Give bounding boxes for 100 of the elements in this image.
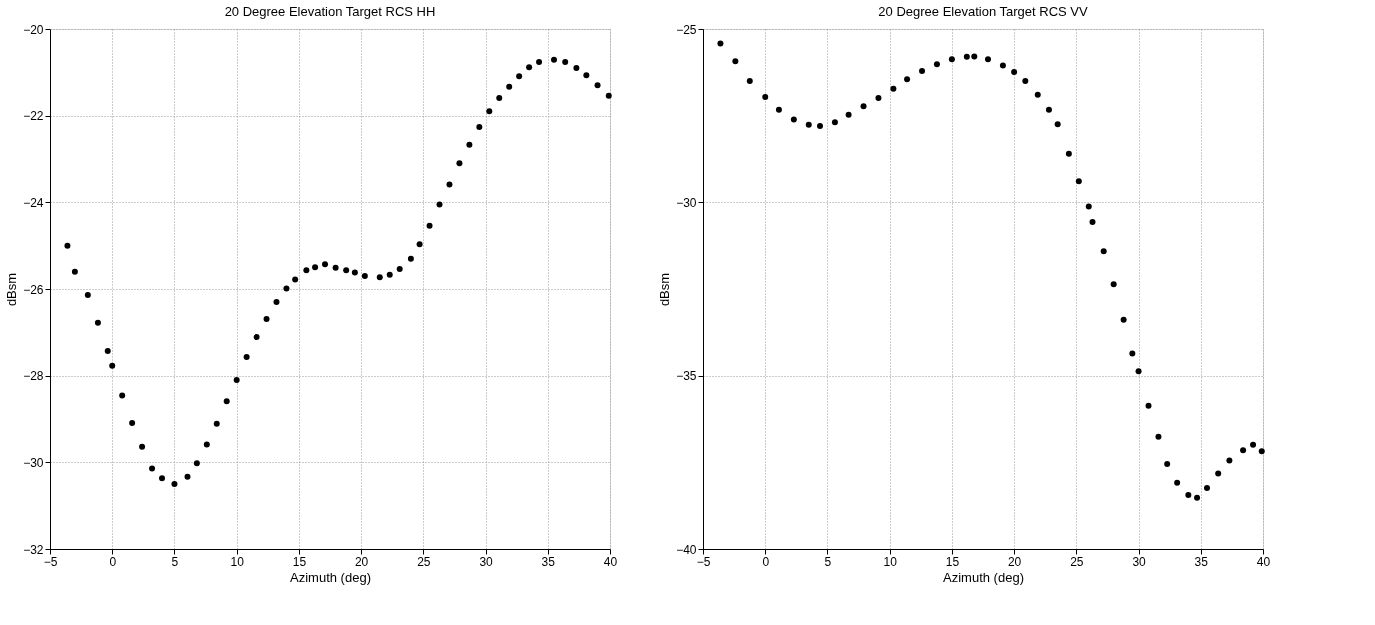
point <box>890 85 897 92</box>
x-tick-label: 25 <box>417 554 431 569</box>
point <box>1075 178 1082 185</box>
point <box>426 222 433 229</box>
y-tick-label: −30 <box>676 195 697 210</box>
point <box>159 475 165 482</box>
point <box>717 40 724 47</box>
point <box>999 62 1006 69</box>
y-tick-label: −26 <box>23 282 44 297</box>
point <box>1226 457 1233 464</box>
point <box>71 268 78 275</box>
point <box>119 392 126 399</box>
point <box>1089 219 1096 226</box>
point <box>536 58 543 65</box>
y-tick-label: −30 <box>23 455 44 470</box>
point <box>1045 106 1052 113</box>
x-tick-label: 15 <box>292 554 307 569</box>
point <box>1164 461 1171 468</box>
point <box>343 267 350 274</box>
x-tick-label: 25 <box>1070 554 1084 569</box>
point <box>1120 316 1127 323</box>
x-tick-label: −5 <box>696 554 711 569</box>
chart-title: 20 Degree Elevation Target RCS HH <box>224 4 436 19</box>
point <box>1135 368 1142 375</box>
point <box>971 53 978 60</box>
point <box>94 319 101 326</box>
x-tick-label: 20 <box>354 554 369 569</box>
point <box>1022 78 1029 84</box>
point <box>213 420 220 427</box>
point <box>233 377 240 383</box>
point <box>139 443 146 450</box>
point <box>456 160 463 167</box>
point <box>732 58 739 65</box>
x-tick-label: 20 <box>1007 554 1022 569</box>
point <box>376 274 383 281</box>
point <box>762 93 769 100</box>
x-tick-label: 0 <box>762 554 770 569</box>
point <box>1258 448 1265 455</box>
point <box>1011 68 1018 75</box>
x-tick-label: 15 <box>945 554 960 569</box>
point <box>963 53 970 60</box>
point <box>1215 470 1222 477</box>
point <box>1174 479 1181 486</box>
y-tick-label: −20 <box>23 22 44 37</box>
point <box>583 72 590 79</box>
point <box>496 94 503 101</box>
point <box>312 264 319 271</box>
point <box>919 67 926 74</box>
point <box>436 201 443 208</box>
y-tick-label: −35 <box>676 369 697 384</box>
point <box>1240 447 1247 454</box>
point <box>171 481 178 487</box>
point <box>605 92 612 99</box>
point <box>446 181 453 188</box>
point <box>1065 150 1072 157</box>
x-tick-label: 0 <box>109 554 117 569</box>
x-tick-label: 10 <box>883 554 898 569</box>
point <box>109 362 116 369</box>
point <box>322 261 329 268</box>
point <box>476 123 483 130</box>
y-tick-label: −22 <box>23 109 44 124</box>
point <box>149 465 156 472</box>
point <box>1100 248 1107 255</box>
point <box>831 119 838 126</box>
point <box>223 398 230 405</box>
x-tick-label: 5 <box>171 554 179 569</box>
y-tick-label: −25 <box>676 22 697 37</box>
point <box>526 64 533 71</box>
point <box>64 242 71 249</box>
x-tick-label: 10 <box>230 554 245 569</box>
y-tick-label: −40 <box>676 542 697 557</box>
x-tick-label: 35 <box>541 554 556 569</box>
point <box>805 121 812 128</box>
point <box>361 273 368 279</box>
point <box>506 83 513 90</box>
x-tick-label: 40 <box>603 554 618 569</box>
x-tick-label: 30 <box>1132 554 1147 569</box>
y-axis-title: dBsm <box>4 272 20 307</box>
x-tick-label: −5 <box>43 554 58 569</box>
x-axis-title: Azimuth (deg) <box>290 569 371 585</box>
point <box>466 141 473 148</box>
point <box>860 103 867 110</box>
point <box>386 271 393 278</box>
point <box>948 56 955 63</box>
point <box>263 315 270 322</box>
point <box>790 116 797 123</box>
point <box>184 473 191 480</box>
point <box>1054 121 1061 128</box>
point <box>303 267 310 274</box>
x-tick-label: 30 <box>479 554 494 569</box>
point <box>594 82 601 89</box>
point <box>129 419 136 426</box>
point <box>933 61 940 68</box>
point <box>816 123 823 130</box>
point <box>396 266 403 273</box>
point <box>243 354 250 361</box>
point <box>416 241 423 248</box>
point <box>1145 402 1152 409</box>
point <box>746 78 753 84</box>
point <box>193 460 200 467</box>
